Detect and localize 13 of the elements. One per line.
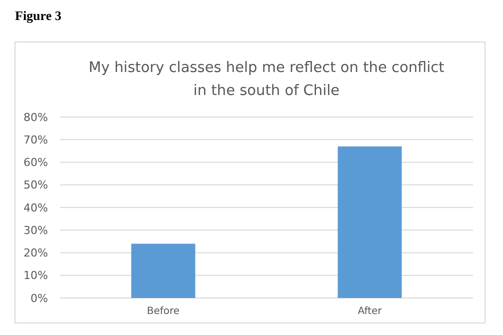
y-tick-label: 60% <box>24 156 48 170</box>
y-tick-label: 50% <box>24 178 48 192</box>
caption: Figure 3 <box>15 8 62 23</box>
y-tick-label: 80% <box>24 110 48 124</box>
chart-title: My history classes help me reflect on the conflict in the south of Chile <box>88 60 445 99</box>
y-tick-label: 70% <box>24 133 48 146</box>
x-tick-label: After <box>358 306 383 317</box>
y-tick-label: 40% <box>24 201 48 214</box>
y-tick-label: 10% <box>24 269 48 282</box>
y-tick-label: 30% <box>24 224 48 237</box>
y-tick-label: 0% <box>30 292 48 305</box>
x-tick-label: Before <box>146 306 180 317</box>
y-tick-label: 20% <box>24 246 48 260</box>
